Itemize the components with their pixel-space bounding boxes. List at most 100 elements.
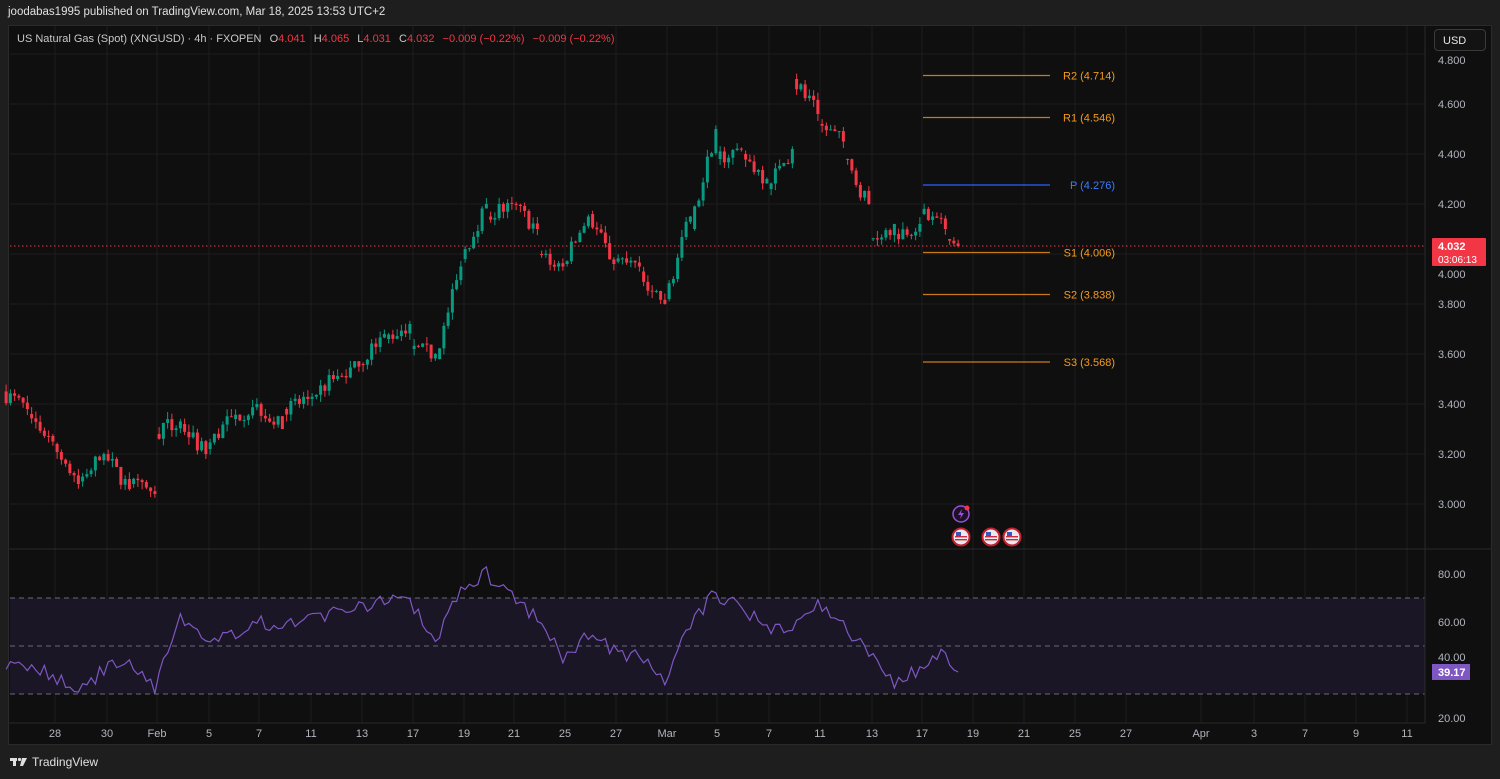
candle-body	[935, 216, 939, 218]
candle-body	[310, 396, 314, 399]
candle-body	[841, 131, 845, 142]
candle-body	[323, 385, 327, 391]
candle-body	[416, 345, 420, 347]
symbol-legend[interactable]: US Natural Gas (Spot) (XNGUSD) · 4h · FX…	[17, 33, 615, 45]
candle-body	[42, 430, 46, 436]
candle-body	[595, 227, 599, 230]
candle-body	[952, 240, 956, 244]
candle-body	[68, 463, 72, 474]
candle-body	[731, 150, 735, 158]
rsi-band	[10, 597, 1425, 695]
candle-body	[59, 452, 63, 460]
candle-body	[765, 179, 769, 184]
pivot-label: P (4.276)	[1070, 180, 1115, 192]
event-markers	[951, 505, 1022, 547]
candle-body	[76, 475, 80, 484]
candle-body	[442, 325, 446, 349]
candle-body	[710, 153, 714, 157]
candle-body	[616, 258, 620, 262]
time-tick-label: 9	[1353, 728, 1359, 740]
candle-body	[943, 218, 947, 229]
candle-body	[153, 491, 157, 494]
flag-stripe	[985, 539, 997, 541]
candle-body	[701, 182, 705, 201]
candle-body	[327, 375, 331, 391]
candle-body	[450, 289, 454, 313]
candle-body	[761, 169, 765, 184]
candle-body	[123, 478, 127, 485]
candle-body	[557, 263, 561, 267]
candle-body	[799, 84, 803, 90]
candle-body	[540, 254, 544, 255]
candle-body	[642, 271, 646, 282]
candle-body	[459, 266, 463, 281]
change-value-2: −0.009 (−0.22%)	[532, 33, 615, 45]
time-tick-label: 7	[256, 728, 262, 740]
candle-body	[412, 345, 416, 349]
candle-body	[314, 394, 318, 397]
price-tick-label: 4.200	[1438, 199, 1466, 211]
rsi-background	[10, 598, 1425, 694]
candle-body	[480, 208, 484, 232]
tradingview-brand[interactable]: TradingView	[10, 755, 98, 769]
candle-body	[93, 456, 97, 471]
candle-body	[671, 278, 675, 284]
candle-body	[438, 348, 442, 359]
time-tick-label: 13	[866, 728, 878, 740]
candle-body	[293, 398, 297, 402]
candle-body	[174, 428, 178, 431]
last-price-value: 4.032	[1438, 241, 1466, 253]
candle-body	[565, 261, 569, 264]
currency-button[interactable]: USD	[1434, 29, 1486, 51]
candle-body	[166, 419, 170, 423]
candle-body	[64, 459, 68, 464]
candle-body	[399, 330, 403, 337]
flag-stripe	[955, 539, 967, 541]
candle-body	[850, 159, 854, 171]
candle-body	[654, 291, 658, 293]
candle-body	[136, 478, 140, 481]
rsi-pane	[5, 565, 959, 694]
candle-body	[892, 224, 896, 236]
candle-body	[718, 151, 722, 159]
candle-body	[370, 343, 374, 360]
candle-body	[752, 161, 756, 173]
candle-body	[829, 129, 833, 131]
candle-body	[863, 190, 867, 198]
time-tick-label: Apr	[1192, 728, 1209, 740]
candle-body	[897, 234, 901, 240]
candle-body	[748, 159, 752, 162]
candle-body	[531, 223, 535, 229]
candle-body	[837, 131, 841, 133]
candle-body	[378, 337, 382, 347]
candle-body	[382, 334, 386, 338]
candle-body	[956, 243, 960, 246]
candles	[4, 73, 1425, 498]
price-tick-label: 4.600	[1438, 99, 1466, 111]
candle-body	[361, 364, 365, 365]
candle-body	[217, 433, 221, 438]
candle-body	[212, 433, 216, 443]
candle-body	[659, 291, 663, 300]
candle-body	[714, 129, 718, 154]
candle-body	[263, 415, 267, 419]
pivot-label: S2 (3.838)	[1064, 290, 1115, 302]
candle-body	[208, 442, 212, 449]
time-tick-label: 21	[508, 728, 520, 740]
candle-body	[55, 444, 59, 453]
candle-body	[790, 149, 794, 164]
flag-canton	[1007, 532, 1012, 536]
candle-body	[795, 79, 799, 90]
time-tick-label: 25	[1069, 728, 1081, 740]
candle-body	[744, 154, 748, 160]
candle-body	[336, 375, 340, 379]
candle-body	[782, 162, 786, 166]
candle-body	[578, 232, 582, 243]
time-tick-label: 17	[916, 728, 928, 740]
candle-body	[820, 124, 824, 126]
candle-body	[854, 170, 858, 185]
time-tick-label: 27	[1120, 728, 1132, 740]
candle-body	[30, 414, 34, 419]
candle-body	[756, 169, 760, 173]
